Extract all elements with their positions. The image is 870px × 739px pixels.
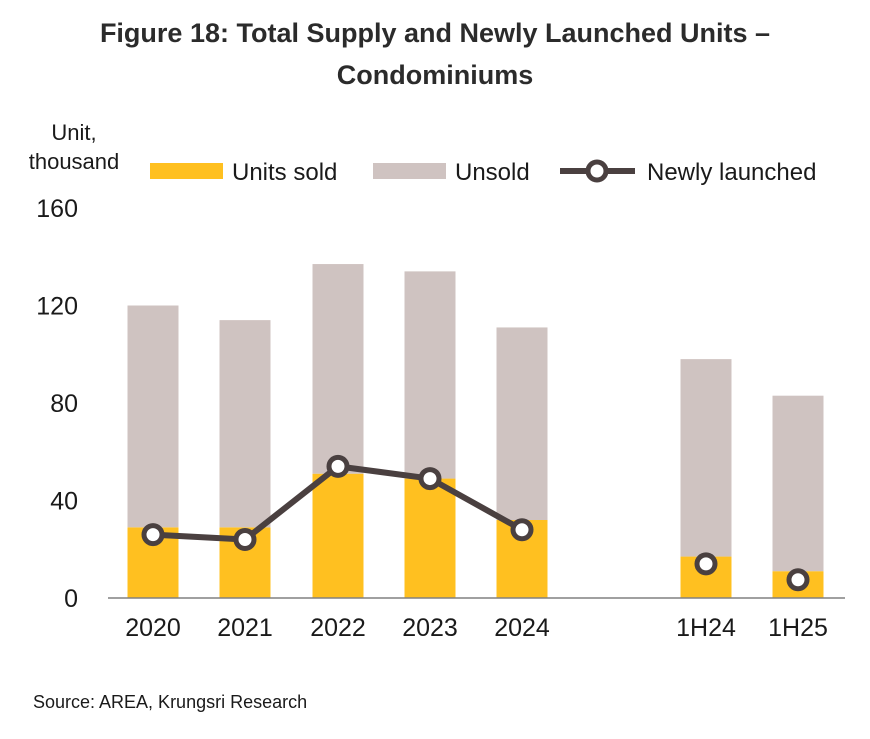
bars-layer: [127, 264, 824, 598]
bar-unsold-2023: [404, 271, 456, 479]
x-tick-label-2021: 2021: [217, 614, 273, 642]
bar-unsold-2021: [219, 320, 271, 528]
x-tick-label-2024: 2024: [494, 614, 550, 642]
x-tick-label-2020: 2020: [125, 614, 181, 642]
line-layer: [141, 454, 810, 592]
bar-unsold-1h25: [772, 395, 824, 572]
x-tick-label-1h24: 1H24: [676, 614, 736, 642]
point-newly-launched-1h25: [786, 568, 810, 592]
bar-units-sold-2023: [404, 478, 456, 598]
chart-title-line-2: Condominiums: [336, 60, 534, 90]
legend: Units sold Unsold Newly launched: [150, 159, 816, 186]
bar-unsold-2022: [312, 264, 364, 474]
y-axis-label-line-2: thousand: [29, 149, 120, 174]
point-newly-launched-2021: [233, 528, 257, 551]
point-newly-launched-2023: [418, 467, 442, 491]
y-tick-label-0: 0: [64, 585, 78, 613]
x-tick-label-2022: 2022: [310, 614, 366, 642]
source-note: Source: AREA, Krungsri Research: [33, 692, 308, 712]
y-tick-label-160: 160: [36, 195, 78, 223]
x-tick-label-2023: 2023: [402, 614, 458, 642]
point-newly-launched-1h24: [694, 552, 718, 576]
point-newly-launched-2022: [326, 454, 350, 478]
bar-unsold-2020: [127, 305, 179, 528]
point-newly-launched-2024: [510, 518, 534, 542]
x-tick-label-1h25: 1H25: [768, 614, 828, 642]
legend-swatch-unsold: [373, 163, 446, 179]
y-tick-label-40: 40: [50, 488, 78, 516]
y-axis-label-line-1: Unit,: [51, 120, 96, 145]
legend-label-units-sold: Units sold: [232, 159, 337, 186]
legend-swatch-units-sold: [150, 163, 223, 179]
point-newly-launched-2020: [141, 523, 165, 547]
y-tick-label-120: 120: [36, 293, 78, 321]
legend-label-unsold: Unsold: [455, 159, 530, 186]
chart-title-line-1: Figure 18: Total Supply and Newly Launch…: [99, 18, 771, 48]
axis-layer: 2020 2021 2022 2023 2024 1H24 1H25 0 40 80 120 160: [36, 195, 845, 642]
legend-swatch-newly-launched: [560, 159, 635, 183]
bar-unsold-1h24: [680, 359, 732, 557]
bar-unsold-2024: [496, 327, 548, 520]
bar-units-sold-2022: [312, 473, 364, 598]
legend-label-newly-launched: Newly launched: [647, 159, 816, 186]
y-axis-label: Unit, thousand: [29, 120, 120, 174]
y-tick-label-80: 80: [50, 390, 78, 418]
